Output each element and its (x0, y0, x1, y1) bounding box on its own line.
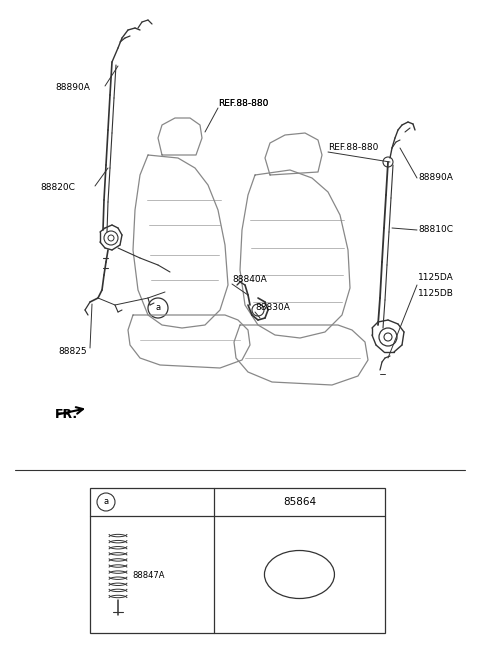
Circle shape (97, 493, 115, 511)
Text: a: a (156, 303, 161, 312)
Text: 88840A: 88840A (232, 276, 267, 284)
Text: 85864: 85864 (283, 497, 316, 507)
Text: 88810C: 88810C (418, 225, 453, 234)
Text: 88890A: 88890A (55, 83, 90, 92)
Circle shape (148, 298, 168, 318)
Text: 88820C: 88820C (40, 183, 75, 193)
Text: FR.: FR. (55, 409, 78, 422)
Text: 88825: 88825 (58, 348, 86, 356)
Text: a: a (103, 498, 108, 506)
Text: 1125DA: 1125DA (418, 274, 454, 282)
Text: 88847A: 88847A (132, 572, 165, 580)
Text: REF.88-880: REF.88-880 (218, 98, 268, 107)
Text: REF.88-880: REF.88-880 (218, 98, 268, 107)
Text: REF.88-880: REF.88-880 (328, 143, 378, 153)
Bar (90, 488, 385, 633)
Text: 88890A: 88890A (418, 174, 453, 183)
Text: 88830A: 88830A (255, 303, 290, 312)
Text: 1125DB: 1125DB (418, 288, 454, 297)
